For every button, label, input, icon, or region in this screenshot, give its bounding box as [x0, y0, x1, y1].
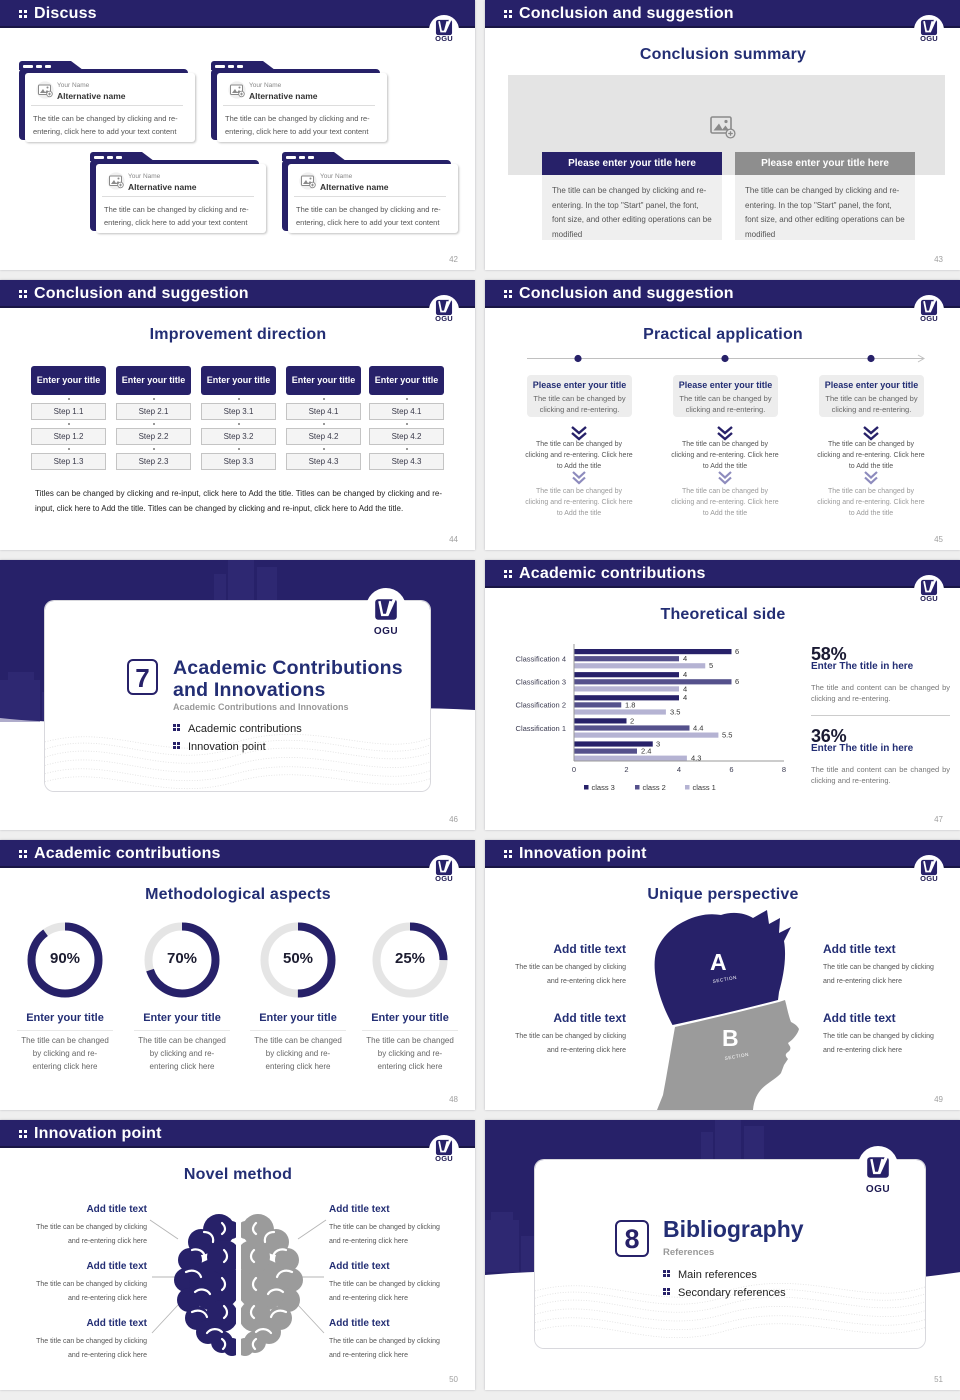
svg-text:4.3: 4.3 — [691, 754, 701, 763]
svg-text:SECTION: SECTION — [712, 975, 737, 984]
svg-text:2.4: 2.4 — [641, 747, 651, 756]
svg-text:4: 4 — [683, 693, 687, 702]
svg-text:Classification 3: Classification 3 — [516, 678, 566, 687]
svg-text:8: 8 — [782, 765, 786, 774]
svg-text:4: 4 — [683, 654, 687, 663]
svg-text:2: 2 — [624, 765, 628, 774]
svg-text:class 1: class 1 — [693, 783, 716, 792]
svg-text:5.5: 5.5 — [722, 731, 732, 740]
svg-text:A: A — [710, 949, 727, 975]
svg-text:2: 2 — [630, 716, 634, 725]
svg-text:B: B — [722, 1025, 739, 1051]
svg-text:0: 0 — [572, 765, 576, 774]
svg-text:Classification 1: Classification 1 — [516, 724, 566, 733]
svg-text:SECTION: SECTION — [724, 1052, 749, 1061]
svg-text:4: 4 — [683, 670, 687, 679]
svg-text:5: 5 — [709, 661, 713, 670]
svg-text:6: 6 — [735, 677, 739, 686]
svg-text:class 3: class 3 — [592, 783, 615, 792]
svg-text:4: 4 — [677, 765, 681, 774]
svg-text:3: 3 — [656, 739, 660, 748]
svg-text:6: 6 — [735, 647, 739, 656]
svg-text:6: 6 — [729, 765, 733, 774]
svg-text:4: 4 — [683, 684, 687, 693]
svg-text:Classification 4: Classification 4 — [516, 655, 566, 664]
svg-text:3.5: 3.5 — [670, 707, 680, 716]
svg-text:4.4: 4.4 — [693, 723, 703, 732]
svg-text:Classification 2: Classification 2 — [516, 701, 566, 710]
svg-text:1.8: 1.8 — [625, 700, 635, 709]
svg-text:class 2: class 2 — [643, 783, 666, 792]
